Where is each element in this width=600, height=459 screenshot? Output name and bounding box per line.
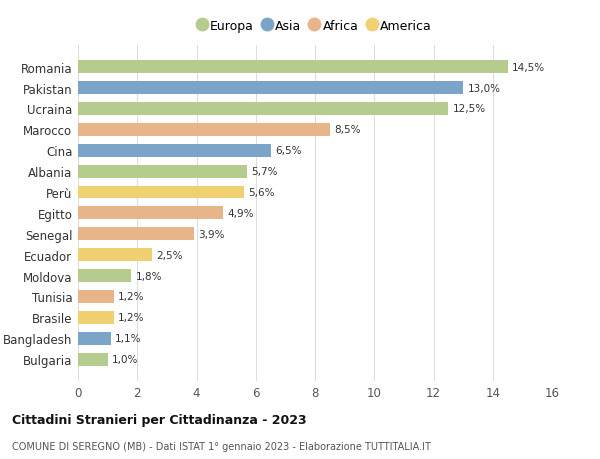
- Legend: Europa, Asia, Africa, America: Europa, Asia, Africa, America: [194, 15, 436, 38]
- Text: 13,0%: 13,0%: [467, 84, 500, 94]
- Text: 2,5%: 2,5%: [157, 250, 183, 260]
- Text: 1,2%: 1,2%: [118, 313, 145, 323]
- Bar: [78, 332, 110, 345]
- Bar: [78, 311, 113, 324]
- Bar: [78, 82, 463, 95]
- Bar: [78, 290, 113, 303]
- Text: 1,1%: 1,1%: [115, 333, 142, 343]
- Text: 14,5%: 14,5%: [512, 62, 545, 73]
- Text: 12,5%: 12,5%: [453, 104, 486, 114]
- Text: 3,9%: 3,9%: [198, 230, 224, 239]
- Bar: [78, 123, 330, 137]
- Bar: [78, 269, 131, 282]
- Bar: [78, 103, 448, 116]
- Text: 5,7%: 5,7%: [251, 167, 278, 177]
- Bar: [78, 165, 247, 178]
- Bar: [78, 186, 244, 199]
- Bar: [78, 207, 223, 220]
- Text: 1,0%: 1,0%: [112, 354, 139, 364]
- Bar: [78, 249, 152, 262]
- Bar: [78, 145, 271, 157]
- Text: 4,9%: 4,9%: [227, 208, 254, 218]
- Text: 5,6%: 5,6%: [248, 188, 275, 197]
- Bar: [78, 228, 194, 241]
- Text: COMUNE DI SEREGNO (MB) - Dati ISTAT 1° gennaio 2023 - Elaborazione TUTTITALIA.IT: COMUNE DI SEREGNO (MB) - Dati ISTAT 1° g…: [12, 441, 431, 451]
- Text: Cittadini Stranieri per Cittadinanza - 2023: Cittadini Stranieri per Cittadinanza - 2…: [12, 413, 307, 426]
- Bar: [78, 61, 508, 74]
- Text: 1,8%: 1,8%: [136, 271, 162, 281]
- Text: 8,5%: 8,5%: [334, 125, 361, 135]
- Bar: [78, 353, 107, 366]
- Text: 6,5%: 6,5%: [275, 146, 302, 156]
- Text: 1,2%: 1,2%: [118, 292, 145, 302]
